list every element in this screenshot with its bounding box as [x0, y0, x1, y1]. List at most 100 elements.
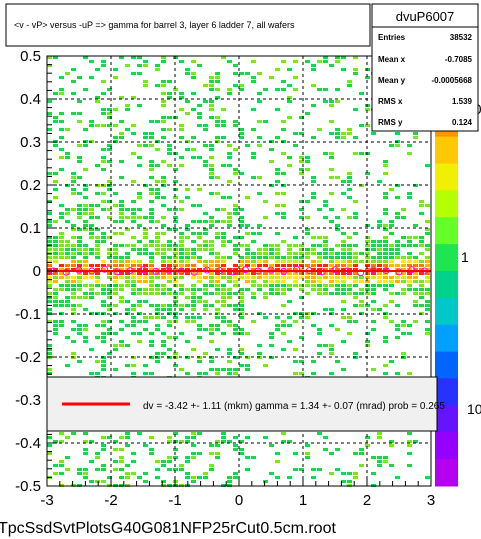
heatmap-cell	[101, 108, 106, 111]
heatmap-cell	[395, 304, 400, 307]
heatmap-cell	[101, 448, 106, 451]
heatmap-cell	[353, 296, 358, 299]
heatmap-cell	[179, 268, 184, 271]
heatmap-cell	[47, 276, 52, 279]
heatmap-cell	[101, 336, 106, 339]
heatmap-cell	[101, 320, 106, 323]
heatmap-cell	[251, 80, 256, 83]
heatmap-cell	[191, 92, 196, 95]
profile-point	[293, 265, 301, 273]
heatmap-cell	[137, 192, 142, 195]
heatmap-cell	[119, 284, 124, 287]
heatmap-cell	[155, 188, 160, 191]
heatmap-cell	[233, 472, 238, 475]
heatmap-cell	[125, 432, 130, 435]
heatmap-cell	[215, 120, 220, 123]
heatmap-cell	[209, 328, 214, 331]
heatmap-cell	[167, 456, 172, 459]
heatmap-cell	[413, 280, 418, 283]
heatmap-cell	[191, 308, 196, 311]
heatmap-cell	[125, 128, 130, 131]
heatmap-cell	[167, 228, 172, 231]
heatmap-cell	[389, 224, 394, 227]
y-tick-label: 0.4	[20, 91, 41, 108]
heatmap-cell	[287, 264, 292, 267]
heatmap-cell	[233, 120, 238, 123]
heatmap-cell	[371, 132, 376, 135]
heatmap-cell	[95, 100, 100, 103]
heatmap-cell	[233, 324, 238, 327]
heatmap-cell	[167, 144, 172, 147]
heatmap-cell	[257, 100, 262, 103]
heatmap-cell	[83, 296, 88, 299]
heatmap-cell	[389, 256, 394, 259]
heatmap-cell	[185, 148, 190, 151]
heatmap-cell	[203, 276, 208, 279]
heatmap-cell	[53, 332, 58, 335]
heatmap-cell	[155, 232, 160, 235]
heatmap-cell	[107, 304, 112, 307]
heatmap-cell	[407, 284, 412, 287]
heatmap-cell	[197, 324, 202, 327]
heatmap-cell	[167, 128, 172, 131]
heatmap-cell	[209, 220, 214, 223]
heatmap-cell	[191, 348, 196, 351]
heatmap-cell	[335, 468, 340, 471]
heatmap-cell	[83, 292, 88, 295]
heatmap-cell	[137, 260, 142, 263]
heatmap-cell	[209, 468, 214, 471]
heatmap-cell	[275, 204, 280, 207]
heatmap-cell	[335, 216, 340, 219]
heatmap-cell	[353, 260, 358, 263]
heatmap-cell	[281, 332, 286, 335]
heatmap-cell	[365, 268, 370, 271]
heatmap-cell	[71, 260, 76, 263]
heatmap-cell	[77, 76, 82, 79]
heatmap-cell	[131, 280, 136, 283]
heatmap-cell	[77, 112, 82, 115]
heatmap-cell	[131, 364, 136, 367]
heatmap-cell	[107, 112, 112, 115]
heatmap-cell	[299, 264, 304, 267]
heatmap-cell	[161, 308, 166, 311]
heatmap-cell	[221, 196, 226, 199]
heatmap-cell	[377, 268, 382, 271]
heatmap-cell	[209, 168, 214, 171]
heatmap-cell	[263, 364, 268, 367]
heatmap-cell	[227, 476, 232, 479]
heatmap-cell	[347, 132, 352, 135]
heatmap-cell	[101, 208, 106, 211]
heatmap-cell	[263, 480, 268, 483]
heatmap-cell	[215, 300, 220, 303]
palette-swatch	[435, 351, 458, 379]
heatmap-cell	[401, 276, 406, 279]
heatmap-cell	[77, 280, 82, 283]
heatmap-cell	[251, 260, 256, 263]
heatmap-cell	[377, 252, 382, 255]
heatmap-cell	[119, 176, 124, 179]
heatmap-cell	[323, 60, 328, 63]
heatmap-cell	[329, 472, 334, 475]
heatmap-cell	[323, 268, 328, 271]
heatmap-cell	[119, 120, 124, 123]
heatmap-cell	[299, 296, 304, 299]
y-tick-label: -0.5	[15, 478, 41, 495]
heatmap-cell	[383, 340, 388, 343]
heatmap-cell	[89, 204, 94, 207]
heatmap-cell	[419, 212, 424, 215]
heatmap-cell	[317, 264, 322, 267]
heatmap-cell	[53, 280, 58, 283]
heatmap-cell	[317, 280, 322, 283]
heatmap-cell	[299, 244, 304, 247]
heatmap-cell	[233, 244, 238, 247]
heatmap-cell	[299, 360, 304, 363]
heatmap-cell	[239, 276, 244, 279]
heatmap-cell	[227, 276, 232, 279]
heatmap-cell	[161, 260, 166, 263]
heatmap-cell	[125, 308, 130, 311]
heatmap-cell	[347, 180, 352, 183]
heatmap-cell	[323, 252, 328, 255]
profile-point	[408, 266, 416, 274]
heatmap-cell	[299, 156, 304, 159]
heatmap-cell	[239, 72, 244, 75]
